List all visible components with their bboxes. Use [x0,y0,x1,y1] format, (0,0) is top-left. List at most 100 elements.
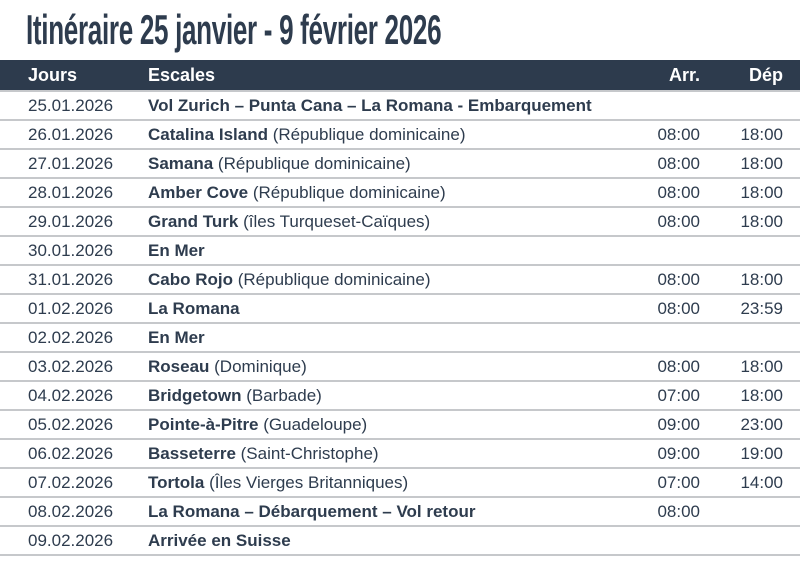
row-port-name: Catalina Island [148,124,268,144]
table-row: 25.01.2026 Vol Zurich – Punta Cana – La … [0,92,800,121]
row-port-name: En Mer [148,327,205,347]
row-date: 03.02.2026 [28,356,114,376]
table-row: 29.01.2026 Grand Turk (îles Turqueset-Ca… [0,208,800,237]
header-dep: Dép [748,64,783,85]
row-port-detail: (Dominique) [209,356,307,376]
table-row: 27.01.2026 Samana (République dominicain… [0,150,800,179]
row-arrival-time: 07:00 [657,385,700,405]
table-row: 05.02.2026 Pointe-à-Pitre (Guadeloupe) 0… [0,411,800,440]
row-port-detail: (Barbade) [241,385,322,405]
row-departure-time: 23:00 [740,414,783,434]
row-escale: Arrivée en Suisse [148,531,610,551]
row-escale: En Mer [148,328,610,348]
row-arrival-time: 08:00 [657,269,700,289]
row-port-detail: (République dominicaine) [233,269,431,289]
row-arrival-time: 09:00 [657,443,700,463]
table-row: 01.02.2026 La Romana 08:00 23:59 [0,295,800,324]
row-arrival-time: 08:00 [657,298,700,318]
table-row: 04.02.2026 Bridgetown (Barbade) 07:00 18… [0,382,800,411]
row-escale: Amber Cove (République dominicaine) [148,183,610,203]
table-row: 02.02.2026 En Mer [0,324,800,353]
row-arrival-time: 07:00 [657,472,700,492]
row-port-name: En Mer [148,240,205,260]
table-row: 03.02.2026 Roseau (Dominique) 08:00 18:0… [0,353,800,382]
table-row: 28.01.2026 Amber Cove (République domini… [0,179,800,208]
row-port-name: Grand Turk [148,211,239,231]
row-escale: Vol Zurich – Punta Cana – La Romana - Em… [148,96,610,116]
row-escale: Bridgetown (Barbade) [148,386,610,406]
row-escale: Grand Turk (îles Turqueset-Caïques) [148,212,610,232]
row-date: 08.02.2026 [28,501,114,521]
row-port-detail: (Îles Vierges Britanniques) [204,472,409,492]
row-escale: Tortola (Îles Vierges Britanniques) [148,473,610,493]
row-date: 04.02.2026 [28,385,114,405]
row-port-name: Amber Cove [148,182,249,202]
row-departure-time: 19:00 [740,443,783,463]
table-row: 26.01.2026 Catalina Island (République d… [0,121,800,150]
row-port-name: Samana [148,153,214,173]
table-row: 08.02.2026 La Romana – Débarquement – Vo… [0,498,800,527]
table-header-row: Jours Escales Arr. Dép [0,60,800,92]
row-date: 02.02.2026 [28,327,114,347]
row-departure-time: 18:00 [740,124,783,144]
row-port-name: Basseterre [148,443,236,463]
row-port-detail: (îles Turqueset-Caïques) [238,211,431,231]
row-date: 05.02.2026 [28,414,114,434]
row-port-name: Tortola [148,472,205,492]
row-port-name: Roseau [148,356,210,376]
header-jours: Jours [28,64,78,85]
page-title: Itinéraire 25 janvier - 9 février 2026 [26,6,442,53]
row-escale: Basseterre (Saint-Christophe) [148,444,610,464]
row-date: 25.01.2026 [28,95,114,115]
header-escales: Escales [148,64,216,85]
row-date: 07.02.2026 [28,472,114,492]
row-departure-time: 14:00 [740,472,783,492]
row-date: 26.01.2026 [28,124,114,144]
row-port-name: La Romana – Débarquement – Vol retour [148,501,476,521]
row-port-detail: (Saint-Christophe) [235,443,379,463]
row-date: 01.02.2026 [28,298,114,318]
row-date: 30.01.2026 [28,240,114,260]
row-escale: Samana (République dominicaine) [148,154,610,174]
row-date: 29.01.2026 [28,211,114,231]
table-row: 31.01.2026 Cabo Rojo (République dominic… [0,266,800,295]
row-arrival-time: 08:00 [657,124,700,144]
row-departure-time: 18:00 [740,211,783,231]
row-date: 06.02.2026 [28,443,114,463]
row-escale: La Romana – Débarquement – Vol retour [148,502,610,522]
table-body: 25.01.2026 Vol Zurich – Punta Cana – La … [0,92,800,556]
row-port-name: Vol Zurich – Punta Cana – La Romana - Em… [148,95,592,115]
row-port-name: Pointe-à-Pitre [148,414,259,434]
row-departure-time: 18:00 [740,269,783,289]
row-date: 09.02.2026 [28,530,114,550]
row-date: 31.01.2026 [28,269,114,289]
row-departure-time: 18:00 [740,182,783,202]
table-row: 06.02.2026 Basseterre (Saint-Christophe)… [0,440,800,469]
row-port-detail: (République dominicaine) [248,182,446,202]
header-arr: Arr. [668,64,700,85]
row-arrival-time: 08:00 [657,501,700,521]
row-port-name: Arrivée en Suisse [148,530,291,550]
row-escale: Roseau (Dominique) [148,357,610,377]
row-date: 28.01.2026 [28,182,114,202]
table-row: 30.01.2026 En Mer [0,237,800,266]
row-arrival-time: 08:00 [657,211,700,231]
row-port-name: La Romana [148,298,240,318]
row-port-detail: (République dominicaine) [267,124,466,144]
row-arrival-time: 08:00 [657,182,700,202]
row-arrival-time: 08:00 [657,356,700,376]
row-departure-time: 18:00 [740,153,783,173]
row-port-detail: (Guadeloupe) [258,414,368,434]
row-date: 27.01.2026 [28,153,114,173]
row-escale: En Mer [148,241,610,261]
row-port-name: Cabo Rojo [148,269,233,289]
row-escale: Cabo Rojo (République dominicaine) [148,270,610,290]
row-port-name: Bridgetown [148,385,242,405]
row-escale: Pointe-à-Pitre (Guadeloupe) [148,415,610,435]
table-row: 07.02.2026 Tortola (Îles Vierges Britann… [0,469,800,498]
table-row: 09.02.2026 Arrivée en Suisse [0,527,800,556]
row-departure-time: 18:00 [740,356,783,376]
row-escale: La Romana [148,299,610,319]
row-departure-time: 23:59 [740,298,783,318]
